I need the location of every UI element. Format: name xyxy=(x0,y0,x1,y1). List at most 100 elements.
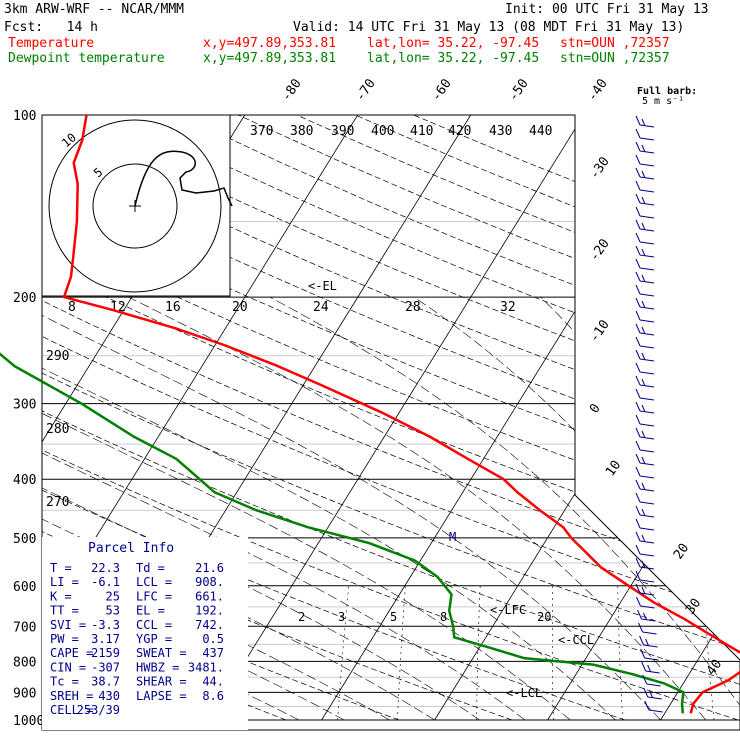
parcel-info-cell: CAPE = xyxy=(50,646,93,660)
parcel-info-cell: 908. xyxy=(195,575,224,589)
wind-barb xyxy=(635,583,655,596)
dry-adiabat xyxy=(42,115,740,721)
wind-barb xyxy=(638,622,657,635)
isotherm-label: -30 xyxy=(587,154,613,182)
sounding-series xyxy=(0,114,740,714)
mixing-ratio-line xyxy=(337,585,350,721)
dewpoint-latlon: lat,lon= 35.22, -97.45 xyxy=(367,51,540,66)
wind-barb xyxy=(635,570,655,583)
dry-adiabat xyxy=(296,115,740,721)
wind-barb xyxy=(635,193,655,206)
mixing-ratio-line xyxy=(397,585,406,721)
parcel-info-cell: 53 xyxy=(106,604,120,618)
isotherm-label: 30 xyxy=(683,596,704,617)
wind-barb xyxy=(635,232,655,245)
moist-adiabat-label: 32 xyxy=(500,300,516,315)
theta-left-label: 270 xyxy=(46,495,69,510)
wind-barb xyxy=(635,414,655,427)
isotherm-label: -40 xyxy=(585,76,611,104)
moist-adiabat-label: 28 xyxy=(405,300,421,315)
wind-barb xyxy=(635,466,655,479)
parcel-info-cell: -6.1 xyxy=(91,575,120,589)
moist-adiabat xyxy=(413,296,740,721)
parcel-info-cell: LAPSE = xyxy=(136,689,187,703)
wind-barb xyxy=(635,479,655,492)
parcel-info-cell: 3.17 xyxy=(91,632,120,646)
parcel-info-cell: CCL = xyxy=(136,618,172,632)
annotation-label: <-EL xyxy=(308,279,337,293)
dry-adiabat xyxy=(42,115,740,721)
dry-adiabat xyxy=(42,115,739,721)
mixing-ratio-label: 8 xyxy=(440,610,447,624)
mixing-ratio-label: 2 xyxy=(298,610,305,624)
wind-barb xyxy=(635,115,655,128)
theta-label: 440 xyxy=(529,124,552,139)
temperature-xy: x,y=497.89,353.81 xyxy=(203,36,337,51)
parcel-info-cell: 3481. xyxy=(188,660,224,674)
theta-label: 390 xyxy=(331,124,354,139)
theta-left-label: 280 xyxy=(46,422,69,437)
mixing-ratio-label: 5 xyxy=(390,610,397,624)
wind-barb xyxy=(635,544,655,557)
wind-barb xyxy=(635,245,655,258)
wind-barb xyxy=(635,154,655,167)
dewpoint-label: Dewpoint temperature xyxy=(8,51,165,66)
wind-barb xyxy=(635,310,655,323)
parcel-info-cell: 21.6 xyxy=(195,561,224,575)
pressure-label-500: 500 xyxy=(13,532,36,547)
wind-barb xyxy=(635,518,655,531)
wind-barb xyxy=(635,206,655,219)
wind-barb xyxy=(635,336,655,349)
isotherm-label: 0 xyxy=(587,401,604,416)
temperature-latlon: lat,lon= 35.22, -97.45 xyxy=(367,36,540,51)
dry-adiabat xyxy=(354,115,740,721)
parcel-info-cell: 437 xyxy=(202,646,224,660)
model-title: 3km ARW-WRF -- NCAR/MMM xyxy=(4,2,185,17)
moist-adiabat xyxy=(42,296,526,721)
parcel-info-cell: SVI = xyxy=(50,618,86,632)
parcel-info-cell: SREH = xyxy=(50,689,93,703)
wind-barb xyxy=(635,349,655,362)
theta-label: 410 xyxy=(410,124,433,139)
mixing-ratio-line xyxy=(617,585,623,721)
moist-adiabat xyxy=(42,296,661,721)
isotherm-label: -20 xyxy=(587,236,613,264)
parcel-info-cell: LFC = xyxy=(136,589,172,603)
isotherm-label: 20 xyxy=(671,541,692,562)
dry-adiabat xyxy=(42,115,740,721)
isotherm-label: -80 xyxy=(279,76,305,104)
dewpoint-station: stn=OUN ,72357 xyxy=(560,51,670,66)
isotherm-label: 40 xyxy=(704,657,725,678)
mixing-ratio-label: 20 xyxy=(537,610,551,624)
pressure-label-800: 800 xyxy=(13,655,36,670)
dry-adiabat xyxy=(42,115,740,721)
pressure-label-400: 400 xyxy=(13,473,36,488)
wind-barb xyxy=(635,492,655,505)
isotherm-label: -60 xyxy=(429,76,455,104)
hodograph-ring-inner xyxy=(92,163,178,249)
wind-barb xyxy=(635,128,655,141)
theta-label: 380 xyxy=(290,124,313,139)
dry-adiabat xyxy=(42,115,740,721)
wind-barb xyxy=(643,687,662,700)
moist-adiabat-label: 20 xyxy=(232,300,248,315)
pressure-label-600: 600 xyxy=(13,580,36,595)
wind-barb xyxy=(636,596,655,609)
hodograph-ring-outer xyxy=(48,119,222,293)
dry-adiabat xyxy=(42,115,740,721)
dewpoint-xy: x,y=497.89,353.81 xyxy=(203,51,337,66)
isotherm-label: 10 xyxy=(603,458,624,479)
moist-adiabat-label: 24 xyxy=(313,300,329,315)
parcel-info-cell: SWEAT = xyxy=(136,646,187,660)
wind-barb xyxy=(644,700,663,713)
forecast-hour: Fcst: 14 h xyxy=(4,20,98,35)
series-line-temperature xyxy=(62,114,740,714)
hodograph-trace xyxy=(134,150,233,207)
theta-label: 430 xyxy=(489,124,512,139)
hodograph: 5 10 xyxy=(41,114,233,297)
pressure-label-1000: 1000 xyxy=(13,714,44,729)
barb-legend-value: 5 m s⁻¹ xyxy=(642,96,684,107)
wind-barb xyxy=(635,258,655,271)
wind-barb xyxy=(635,557,655,570)
